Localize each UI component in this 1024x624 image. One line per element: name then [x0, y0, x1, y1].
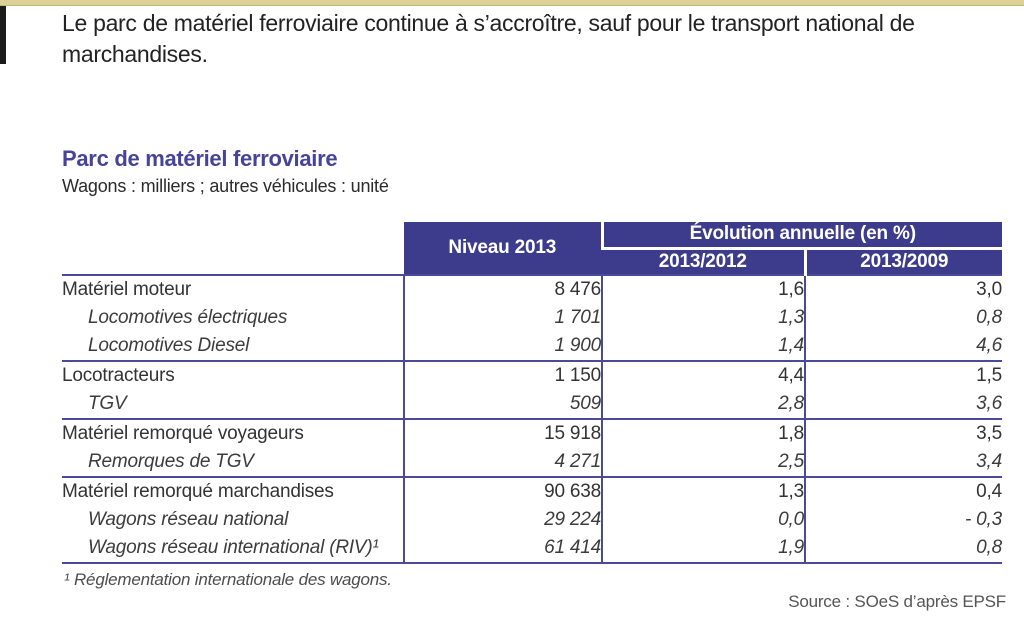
table-row: Locomotives Diesel 1 900 1,4 4,6 [62, 332, 1002, 361]
row-label: Matériel remorqué marchandises [62, 476, 404, 506]
row-niveau-value: 1 150 [403, 360, 602, 390]
row-niveau-value: 90 638 [403, 476, 602, 506]
table-row: Matériel moteur 8 476 1,6 3,0 [62, 274, 1002, 304]
row-niveau-value: 1 701 [403, 304, 602, 332]
row-evo-2013-2009-value: 0,4 [804, 476, 1002, 506]
row-evo-2013-2012-value: 1,6 [601, 274, 805, 304]
row-evo-2013-2012-value: 4,4 [601, 360, 805, 390]
row-evo-2013-2012-value: 1,4 [601, 332, 805, 361]
row-evo-2013-2012-value: 2,8 [601, 390, 805, 419]
row-label: Matériel remorqué voyageurs [62, 418, 404, 448]
row-evo-2013-2012-value: 0,0 [601, 506, 805, 534]
row-evo-2013-2009-value: 4,6 [804, 332, 1002, 361]
table-row: Matériel remorqué voyageurs 15 918 1,8 3… [62, 418, 1002, 448]
table-row: Locotracteurs 1 150 4,4 1,5 [62, 360, 1002, 390]
top-band [0, 0, 1024, 6]
row-niveau-value: 8 476 [403, 274, 602, 304]
row-label: Locomotives Diesel [88, 335, 250, 356]
header-2013-2012: 2013/2012 [602, 248, 805, 275]
header-2013-2009: 2013/2009 [803, 248, 1002, 275]
row-evo-2013-2009-value: 3,5 [804, 418, 1002, 448]
row-label: Locomotives électriques [88, 307, 288, 328]
row-label: TGV [88, 393, 127, 414]
row-evo-2013-2009-value: - 0,3 [804, 506, 1002, 534]
row-evo-2013-2012-value: 1,8 [601, 418, 805, 448]
row-label: Wagons réseau international (RIV)¹ [62, 534, 404, 564]
row-evo-2013-2009-value: 3,0 [804, 274, 1002, 304]
headline: Le parc de matériel ferroviaire continue… [62, 10, 915, 67]
row-evo-2013-2009-value: 0,8 [804, 304, 1002, 332]
row-niveau-value: 509 [403, 390, 602, 419]
source-credit: Source : SOeS d’après EPSF [788, 592, 1006, 611]
row-evo-2013-2009-value: 3,4 [804, 448, 1002, 477]
row-evo-2013-2009-value: 1,5 [804, 360, 1002, 390]
header-niveau-2013: Niveau 2013 [404, 222, 602, 275]
row-label: Wagons réseau national [88, 509, 289, 530]
table-row: TGV 509 2,8 3,6 [62, 390, 1002, 419]
row-label: Matériel moteur [62, 274, 404, 304]
row-niveau-value: 4 271 [403, 448, 602, 477]
table-row: Remorques de TGV 4 271 2,5 3,4 [62, 448, 1002, 477]
row-label: Remorques de TGV [88, 451, 254, 472]
row-niveau-value: 1 900 [403, 332, 602, 361]
table-row: Wagons réseau national 29 224 0,0 - 0,3 [62, 506, 1002, 534]
row-evo-2013-2012-value: 1,3 [601, 476, 805, 506]
header-corner-cell [62, 222, 404, 275]
row-evo-2013-2009-value: 0,8 [804, 534, 1002, 564]
table-header: Niveau 2013 Évolution annuelle (en %) 20… [62, 222, 1002, 275]
table-row: Wagons réseau international (RIV)¹ 61 41… [62, 534, 1002, 564]
headline-left-bar [0, 6, 6, 64]
row-evo-2013-2012-value: 1,9 [601, 534, 805, 564]
row-evo-2013-2012-value: 2,5 [601, 448, 805, 477]
row-niveau-value: 15 918 [403, 418, 602, 448]
table-row: Matériel remorqué marchandises 90 638 1,… [62, 476, 1002, 506]
header-evolution-annuelle: Évolution annuelle (en %) [600, 222, 1002, 250]
rolling-stock-table: Niveau 2013 Évolution annuelle (en %) 20… [62, 222, 1002, 564]
row-niveau-value: 61 414 [403, 534, 602, 564]
table-units-subtitle: Wagons : milliers ; autres véhicules : u… [62, 176, 389, 196]
row-evo-2013-2009-value: 3,6 [804, 390, 1002, 419]
row-evo-2013-2012-value: 1,3 [601, 304, 805, 332]
table-title: Parc de matériel ferroviaire [62, 146, 338, 171]
row-label: Locotracteurs [62, 360, 404, 390]
footnote: ¹ Réglementation internationale des wago… [64, 570, 392, 589]
table-row: Locomotives électriques 1 701 1,3 0,8 [62, 304, 1002, 332]
row-niveau-value: 29 224 [403, 506, 602, 534]
